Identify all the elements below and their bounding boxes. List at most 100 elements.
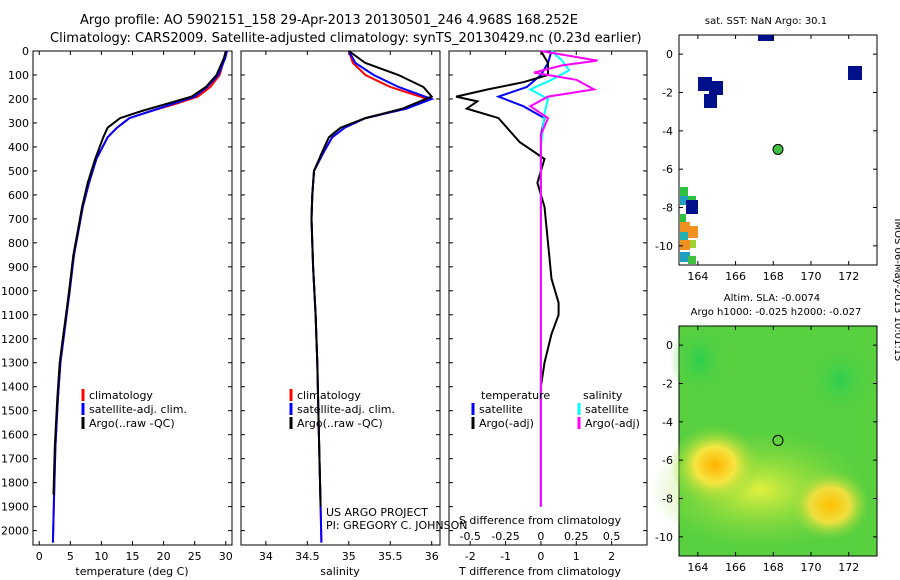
x-tick-label: 30 xyxy=(219,550,233,563)
x-tick-label: 35.5 xyxy=(378,550,403,563)
map-x-tick-label: 170 xyxy=(801,561,822,574)
sst-cells xyxy=(680,35,862,264)
difference-panel: -2 -1 0 1 2 -0.5 -0.25 0 0.25 0.5 S difference fr… xyxy=(448,50,648,578)
y-tick-label: 600 xyxy=(8,189,29,202)
y-tick-label: 1500 xyxy=(1,405,29,418)
x-tick-label: 0 xyxy=(36,550,43,563)
map-x-tick-label: 168 xyxy=(763,270,784,283)
map-y-tick-label: -2 xyxy=(662,87,673,100)
x-tick-label: 10 xyxy=(94,550,108,563)
x-tick-label: 34.5 xyxy=(295,550,320,563)
series-line xyxy=(51,50,228,543)
series-line xyxy=(52,50,227,495)
x-tick-label: 2 xyxy=(608,550,615,563)
salinity-panel: 34 34.5 35 35.5 36 salinity climatologysatel… xyxy=(240,50,467,578)
y-tick-label: 500 xyxy=(8,165,29,178)
map-x-tick-label: 164 xyxy=(687,561,708,574)
x-tick-label: 0 xyxy=(537,550,544,563)
salinity-xlabel: salinity xyxy=(320,565,360,578)
y-tick-label: 300 xyxy=(8,117,29,130)
sla-patch xyxy=(790,470,870,540)
y-tick-label: 1100 xyxy=(1,309,29,322)
temperature-panel: 0100200300400500600700800900100011001200… xyxy=(1,45,233,578)
series-line xyxy=(310,50,434,507)
legend-label: satellite-adj. clim. xyxy=(89,403,187,416)
map-y-tick-label: -2 xyxy=(662,378,673,391)
s-difference-label: S difference from climatology xyxy=(459,514,622,527)
sst-cell xyxy=(680,232,688,240)
x-tick-label: 15 xyxy=(126,550,140,563)
y-tick-label: 2000 xyxy=(1,525,29,538)
sst-cell xyxy=(680,252,690,262)
y-tick-label: 0 xyxy=(22,45,29,58)
x-tick-label: 5 xyxy=(67,550,74,563)
x-tick-label: 25 xyxy=(188,550,202,563)
map-y-tick-label: -10 xyxy=(655,240,673,253)
header-line2: Climatology: CARS2009. Satellite-adjuste… xyxy=(50,31,642,46)
map-x-tick-label: 164 xyxy=(687,270,708,283)
y-tick-label: 100 xyxy=(8,69,29,82)
map-y-tick-label: -10 xyxy=(655,531,673,544)
argo-position-marker xyxy=(772,143,784,155)
legend-label: satellite xyxy=(585,403,629,416)
x-tick-label: 34 xyxy=(259,550,273,563)
sla-map-ticks: 164 166 168 170 172 0 -2 -4 -6 -8 -10 xyxy=(655,326,877,574)
y-tick-label: 200 xyxy=(8,93,29,106)
map-x-tick-label: 172 xyxy=(838,561,859,574)
difference-ticks: -2 -1 0 1 2 -0.5 -0.25 0 0.25 0.5 xyxy=(449,50,647,563)
sla-map-subtitle: Argo h1000: -0.025 h2000: -0.027 xyxy=(691,307,862,318)
legend-title: temperature xyxy=(481,389,550,402)
sla-map-title: Altim. SLA: -0.0074 xyxy=(724,293,820,304)
legend-title: salinity xyxy=(583,389,623,402)
y-tick-label: 1700 xyxy=(1,453,29,466)
temperature-ticks: 0100200300400500600700800900100011001200… xyxy=(1,45,233,563)
sst-cell xyxy=(680,196,688,205)
sst-cell xyxy=(848,66,862,80)
series-line xyxy=(310,50,431,543)
sst-cell xyxy=(680,222,690,232)
legend-label: Argo(..raw -QC) xyxy=(89,417,175,430)
map-y-tick-label: -4 xyxy=(662,416,673,429)
x-tick-label: -2 xyxy=(465,550,476,563)
argo-position-marker xyxy=(772,434,784,446)
sla-patch xyxy=(805,340,875,420)
salinity-lines xyxy=(310,50,435,543)
temperature-axes-frame xyxy=(32,50,233,546)
x-tick-label: 20 xyxy=(157,550,171,563)
sst-cell xyxy=(758,35,774,41)
credits-line2: PI: GREGORY C. JOHNSON xyxy=(326,519,467,532)
s-tick-label: 0.5 xyxy=(603,530,621,543)
y-tick-label: 1400 xyxy=(1,381,29,394)
map-y-tick-label: 0 xyxy=(666,48,673,61)
series-line xyxy=(310,50,435,543)
salinity-axes-frame xyxy=(240,50,441,546)
s-tick-label: -0.5 xyxy=(459,530,480,543)
y-tick-label: 900 xyxy=(8,261,29,274)
credits-line1: US ARGO PROJECT xyxy=(326,506,428,519)
series-line xyxy=(528,50,571,507)
map-y-tick-label: -8 xyxy=(662,202,673,215)
legend-label: Argo(-adj) xyxy=(585,417,640,430)
x-tick-label: 36 xyxy=(425,550,439,563)
map-x-tick-label: 166 xyxy=(725,270,746,283)
difference-legend: temperature salinitysatelliteArgo(-adj)sa… xyxy=(471,389,640,430)
sst-cell xyxy=(680,240,690,250)
s-tick-label: 0 xyxy=(537,530,544,543)
map-x-tick-label: 166 xyxy=(725,561,746,574)
legend-label: Argo(..raw -QC) xyxy=(297,417,383,430)
sla-map: Altim. SLA: -0.0074 Argo h1000: -0.025 h… xyxy=(650,293,878,574)
map-y-tick-label: -4 xyxy=(662,125,673,138)
sst-cell xyxy=(690,240,696,248)
header-line1: Argo profile: AO 5902151_158 29-Apr-2013… xyxy=(80,13,578,28)
sst-map-ticks: 164 166 168 170 172 0 -2 -4 -6 -8 -10 xyxy=(655,35,877,283)
x-tick-label: 1 xyxy=(573,550,580,563)
legend-label: climatology xyxy=(297,389,361,402)
map-y-tick-label: 0 xyxy=(666,339,673,352)
y-tick-label: 1600 xyxy=(1,429,29,442)
sst-cell xyxy=(688,256,696,264)
sla-patch xyxy=(670,425,760,505)
sst-cell xyxy=(688,226,698,238)
y-tick-label: 1000 xyxy=(1,285,29,298)
difference-axes-frame xyxy=(448,50,648,546)
